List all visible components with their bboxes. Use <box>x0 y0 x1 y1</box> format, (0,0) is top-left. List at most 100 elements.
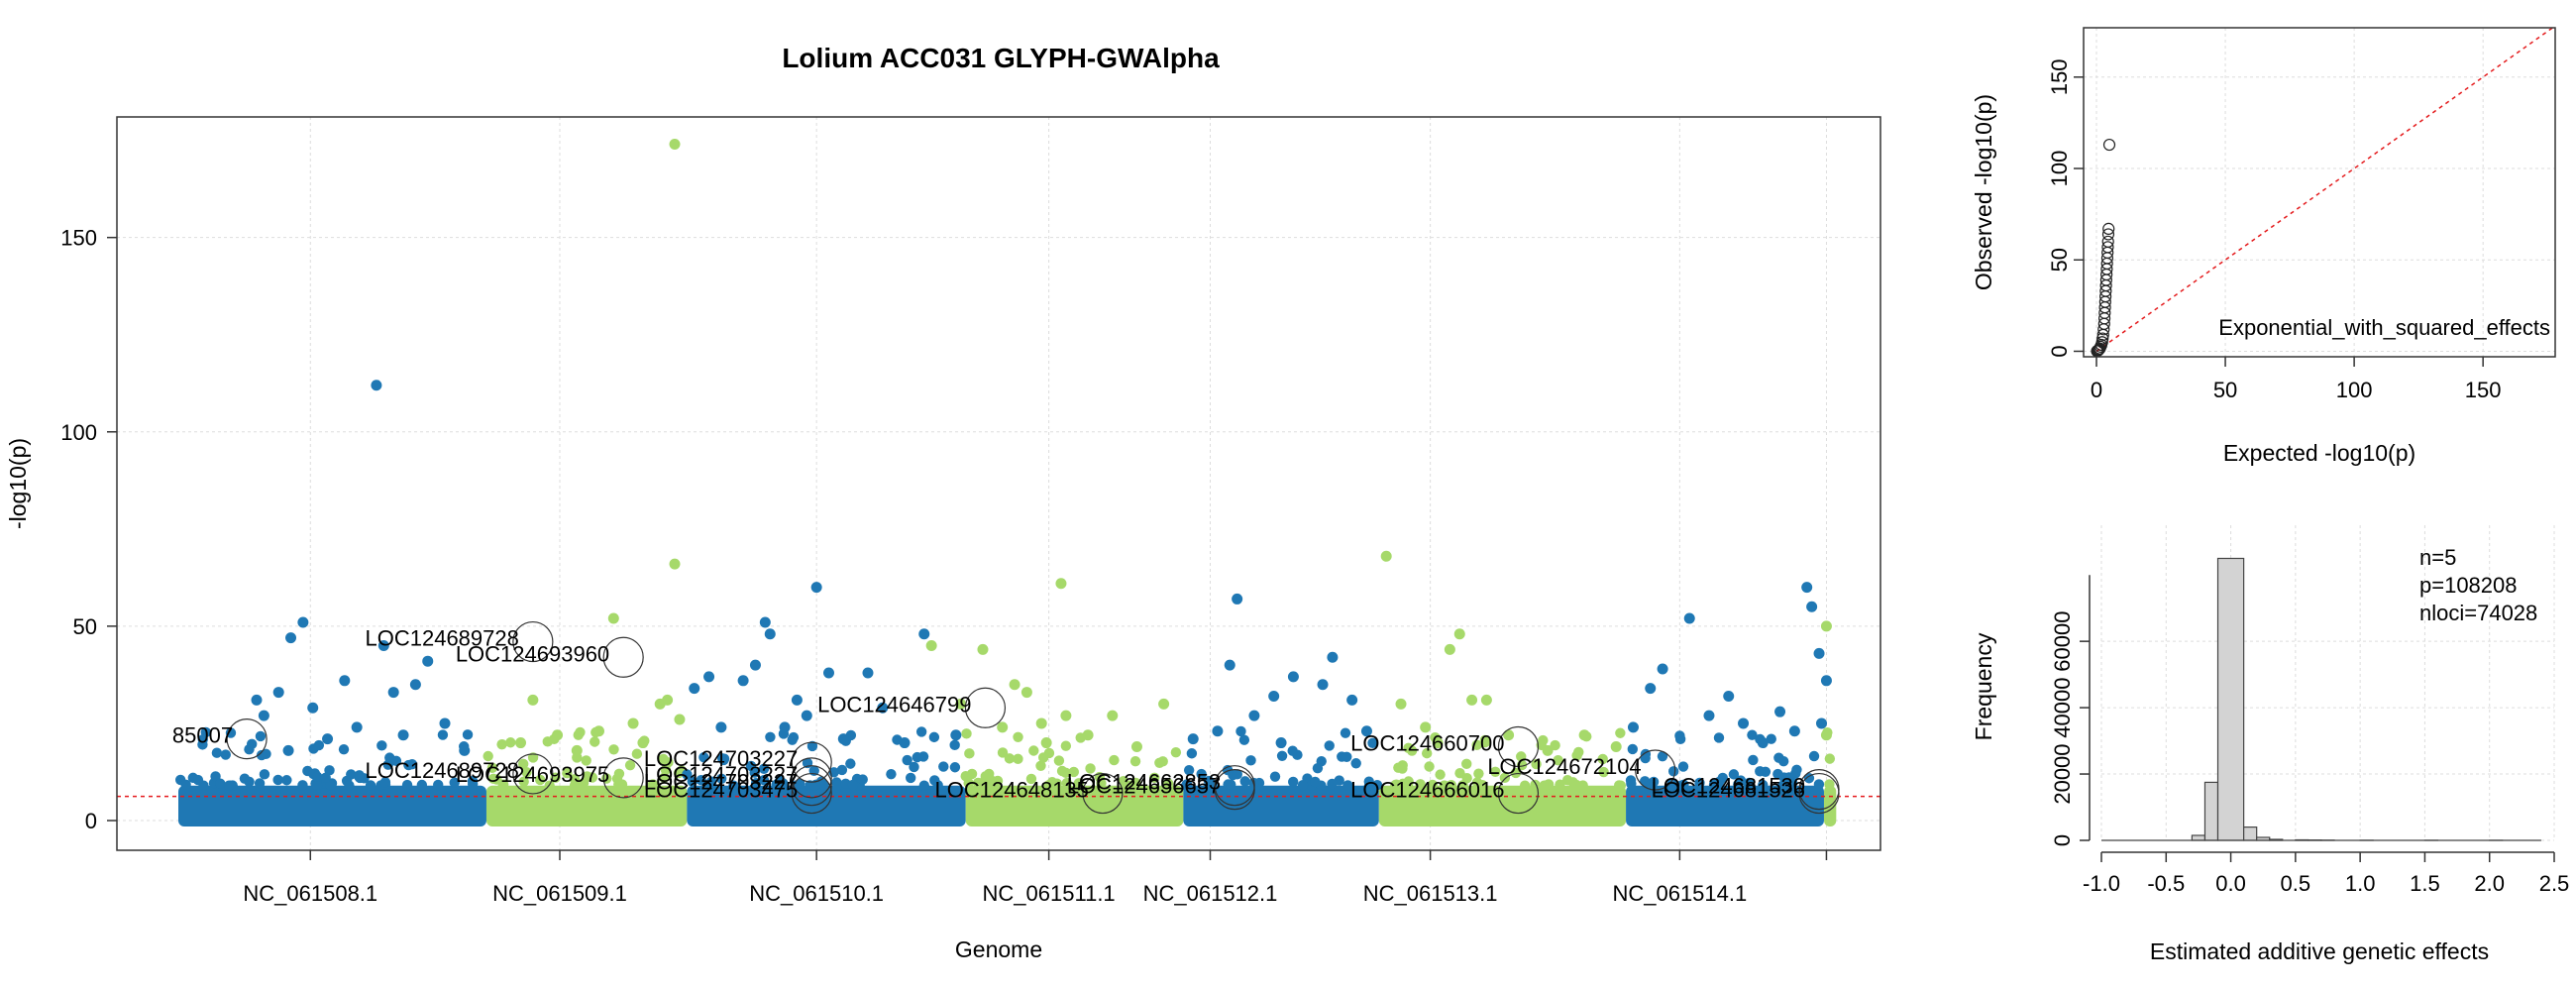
manhattan-point <box>1674 730 1685 741</box>
manhattan-point <box>1550 739 1560 751</box>
manhattan-point <box>1186 748 1198 759</box>
manhattan-point <box>1666 777 1678 789</box>
manhattan-point <box>1766 733 1776 744</box>
annotation-circle <box>1497 725 1540 768</box>
manhattan-point <box>542 736 553 747</box>
manhattan-point <box>180 779 191 790</box>
manhattan-point <box>320 772 331 783</box>
annotation-circle <box>1082 772 1124 815</box>
manhattan-point <box>1490 766 1501 777</box>
histogram-bars <box>2101 557 2541 841</box>
manhattan-point <box>371 380 382 391</box>
annotation-circle <box>1798 772 1840 815</box>
manhattan-point <box>837 733 849 745</box>
manhattan-point <box>1657 663 1668 675</box>
manhattan-point <box>902 754 912 766</box>
manhattan-point <box>1824 753 1836 764</box>
manhattan-point <box>297 780 308 791</box>
manhattan-point <box>1461 773 1472 784</box>
histogram-bar <box>2191 834 2206 841</box>
annotation-label: LOC124681530 <box>1652 774 1805 799</box>
hist-stat-p: p=108208 <box>2419 573 2518 598</box>
manhattan-point <box>917 751 929 762</box>
manhattan-point <box>1723 690 1735 702</box>
manhattan-point <box>1275 737 1287 749</box>
x-tick-label: NC_061510.1 <box>749 881 884 906</box>
annotation-label: 85007 <box>172 723 233 748</box>
manhattan-point <box>593 725 604 737</box>
y-tick-label: 0 <box>85 809 97 833</box>
manhattan-point <box>225 727 237 738</box>
manhattan-point <box>1421 747 1433 759</box>
manhattan-point <box>311 771 323 782</box>
annotation-circle <box>602 757 644 799</box>
manhattan-point <box>339 675 351 687</box>
annotation-label: LOC124660700 <box>1350 730 1504 755</box>
annotation-circle <box>791 765 832 807</box>
manhattan-point <box>1043 780 1054 791</box>
manhattan-point <box>311 780 323 791</box>
manhattan-point <box>1149 772 1160 784</box>
manhattan-point <box>422 655 434 667</box>
manhattan-y-label: -log10(p) <box>5 438 31 529</box>
manhattan-point <box>223 780 235 791</box>
manhattan-grid <box>117 117 1880 850</box>
manhattan-point <box>1109 754 1120 766</box>
manhattan-point <box>806 740 818 752</box>
manhattan-point <box>1269 771 1281 782</box>
qq-plot-frame <box>2083 27 2556 358</box>
manhattan-point <box>1327 651 1339 663</box>
manhattan-point <box>1561 775 1573 786</box>
hist-y-tick-label: 40000 <box>2050 678 2075 738</box>
manhattan-point <box>1226 779 1236 790</box>
manhattan-point <box>254 778 266 789</box>
manhattan-point <box>1235 725 1246 737</box>
annotation-label: LOC124703475 <box>644 778 798 803</box>
qq-point <box>2101 241 2114 254</box>
manhattan-point <box>1479 734 1491 746</box>
x-tick-label: NC_061513.1 <box>1363 881 1498 906</box>
manhattan-point <box>281 775 292 786</box>
manhattan-point <box>949 762 961 773</box>
manhattan-point <box>344 780 355 791</box>
manhattan-point <box>758 774 770 786</box>
manhattan-point <box>1085 763 1096 774</box>
manhattan-point <box>862 667 874 679</box>
manhattan-point <box>1627 743 1639 755</box>
manhattan-point <box>387 687 399 699</box>
manhattan-point <box>1801 582 1813 594</box>
manhattan-point <box>775 775 786 786</box>
manhattan-point <box>832 780 843 791</box>
manhattan-point <box>1824 779 1835 790</box>
qq-x-tick-label: 0 <box>2091 378 2102 402</box>
manhattan-point <box>1420 721 1432 733</box>
manhattan-point <box>1667 766 1679 777</box>
manhattan-point <box>244 776 255 788</box>
manhattan-point <box>581 755 591 766</box>
manhattan-point <box>1342 780 1353 791</box>
manhattan-point <box>1813 647 1825 659</box>
manhattan-point <box>1748 754 1759 766</box>
manhattan-point <box>1577 780 1588 791</box>
annotation-label: LOC124703227 <box>644 770 798 795</box>
manhattan-plot-frame <box>116 116 1881 851</box>
hist-x-label: Estimated additive genetic effects <box>2150 938 2489 964</box>
hist-y-tick-label: 60000 <box>2050 611 2075 672</box>
manhattan-point <box>1747 729 1758 740</box>
manhattan-point <box>1096 777 1107 789</box>
manhattan-point <box>515 737 527 749</box>
manhattan-point <box>1683 612 1695 624</box>
annotation-label: LOC124666016 <box>1350 778 1504 803</box>
manhattan-point <box>1180 780 1192 791</box>
manhattan-point <box>1516 759 1528 771</box>
qq-grid <box>2084 28 2555 357</box>
histogram-x-axis: -1.0 -0.5 0.0 0.5 1.0 1.5 2.0 2.5 <box>2083 851 2569 896</box>
manhattan-point <box>1743 779 1755 791</box>
manhattan-point <box>659 772 670 783</box>
manhattan-annotations: 85007LOC124689728LOC124693960LOC12468972… <box>172 620 1840 815</box>
manhattan-point <box>1820 675 1832 687</box>
manhattan-point <box>578 777 590 789</box>
manhattan-point <box>571 744 583 756</box>
manhattan-point <box>1772 768 1783 780</box>
histogram-bar <box>2203 781 2219 841</box>
